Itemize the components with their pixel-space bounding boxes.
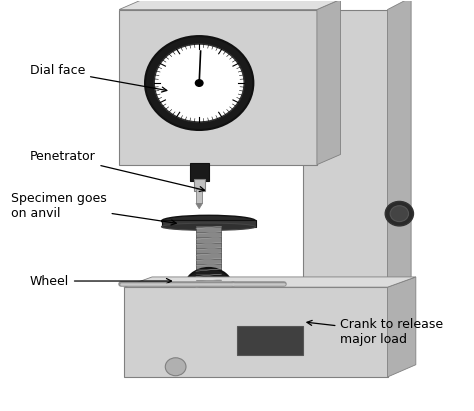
Bar	[196, 226, 221, 289]
Text: Specimen goes
on anvil: Specimen goes on anvil	[11, 192, 176, 225]
Bar	[237, 326, 303, 355]
Circle shape	[154, 44, 244, 122]
Circle shape	[385, 201, 413, 226]
Polygon shape	[119, 0, 340, 9]
Bar	[196, 189, 202, 203]
Circle shape	[195, 80, 203, 86]
Polygon shape	[388, 277, 416, 377]
Circle shape	[184, 268, 233, 310]
Polygon shape	[124, 277, 416, 287]
Bar	[193, 179, 205, 191]
Polygon shape	[196, 203, 202, 209]
Ellipse shape	[162, 223, 255, 231]
Ellipse shape	[162, 215, 255, 227]
Bar	[124, 287, 388, 377]
Text: Wheel: Wheel	[30, 275, 172, 288]
Circle shape	[195, 277, 222, 301]
Circle shape	[165, 358, 186, 376]
Bar	[190, 163, 209, 181]
Text: Crank to release
major load: Crank to release major load	[307, 318, 444, 346]
Bar	[303, 9, 388, 307]
Text: Dial face: Dial face	[30, 64, 167, 92]
Circle shape	[145, 36, 253, 130]
Bar	[162, 220, 255, 227]
Bar	[119, 9, 317, 165]
Polygon shape	[317, 0, 340, 165]
Text: Penetrator: Penetrator	[30, 150, 205, 192]
Polygon shape	[388, 0, 411, 307]
Circle shape	[390, 206, 409, 222]
